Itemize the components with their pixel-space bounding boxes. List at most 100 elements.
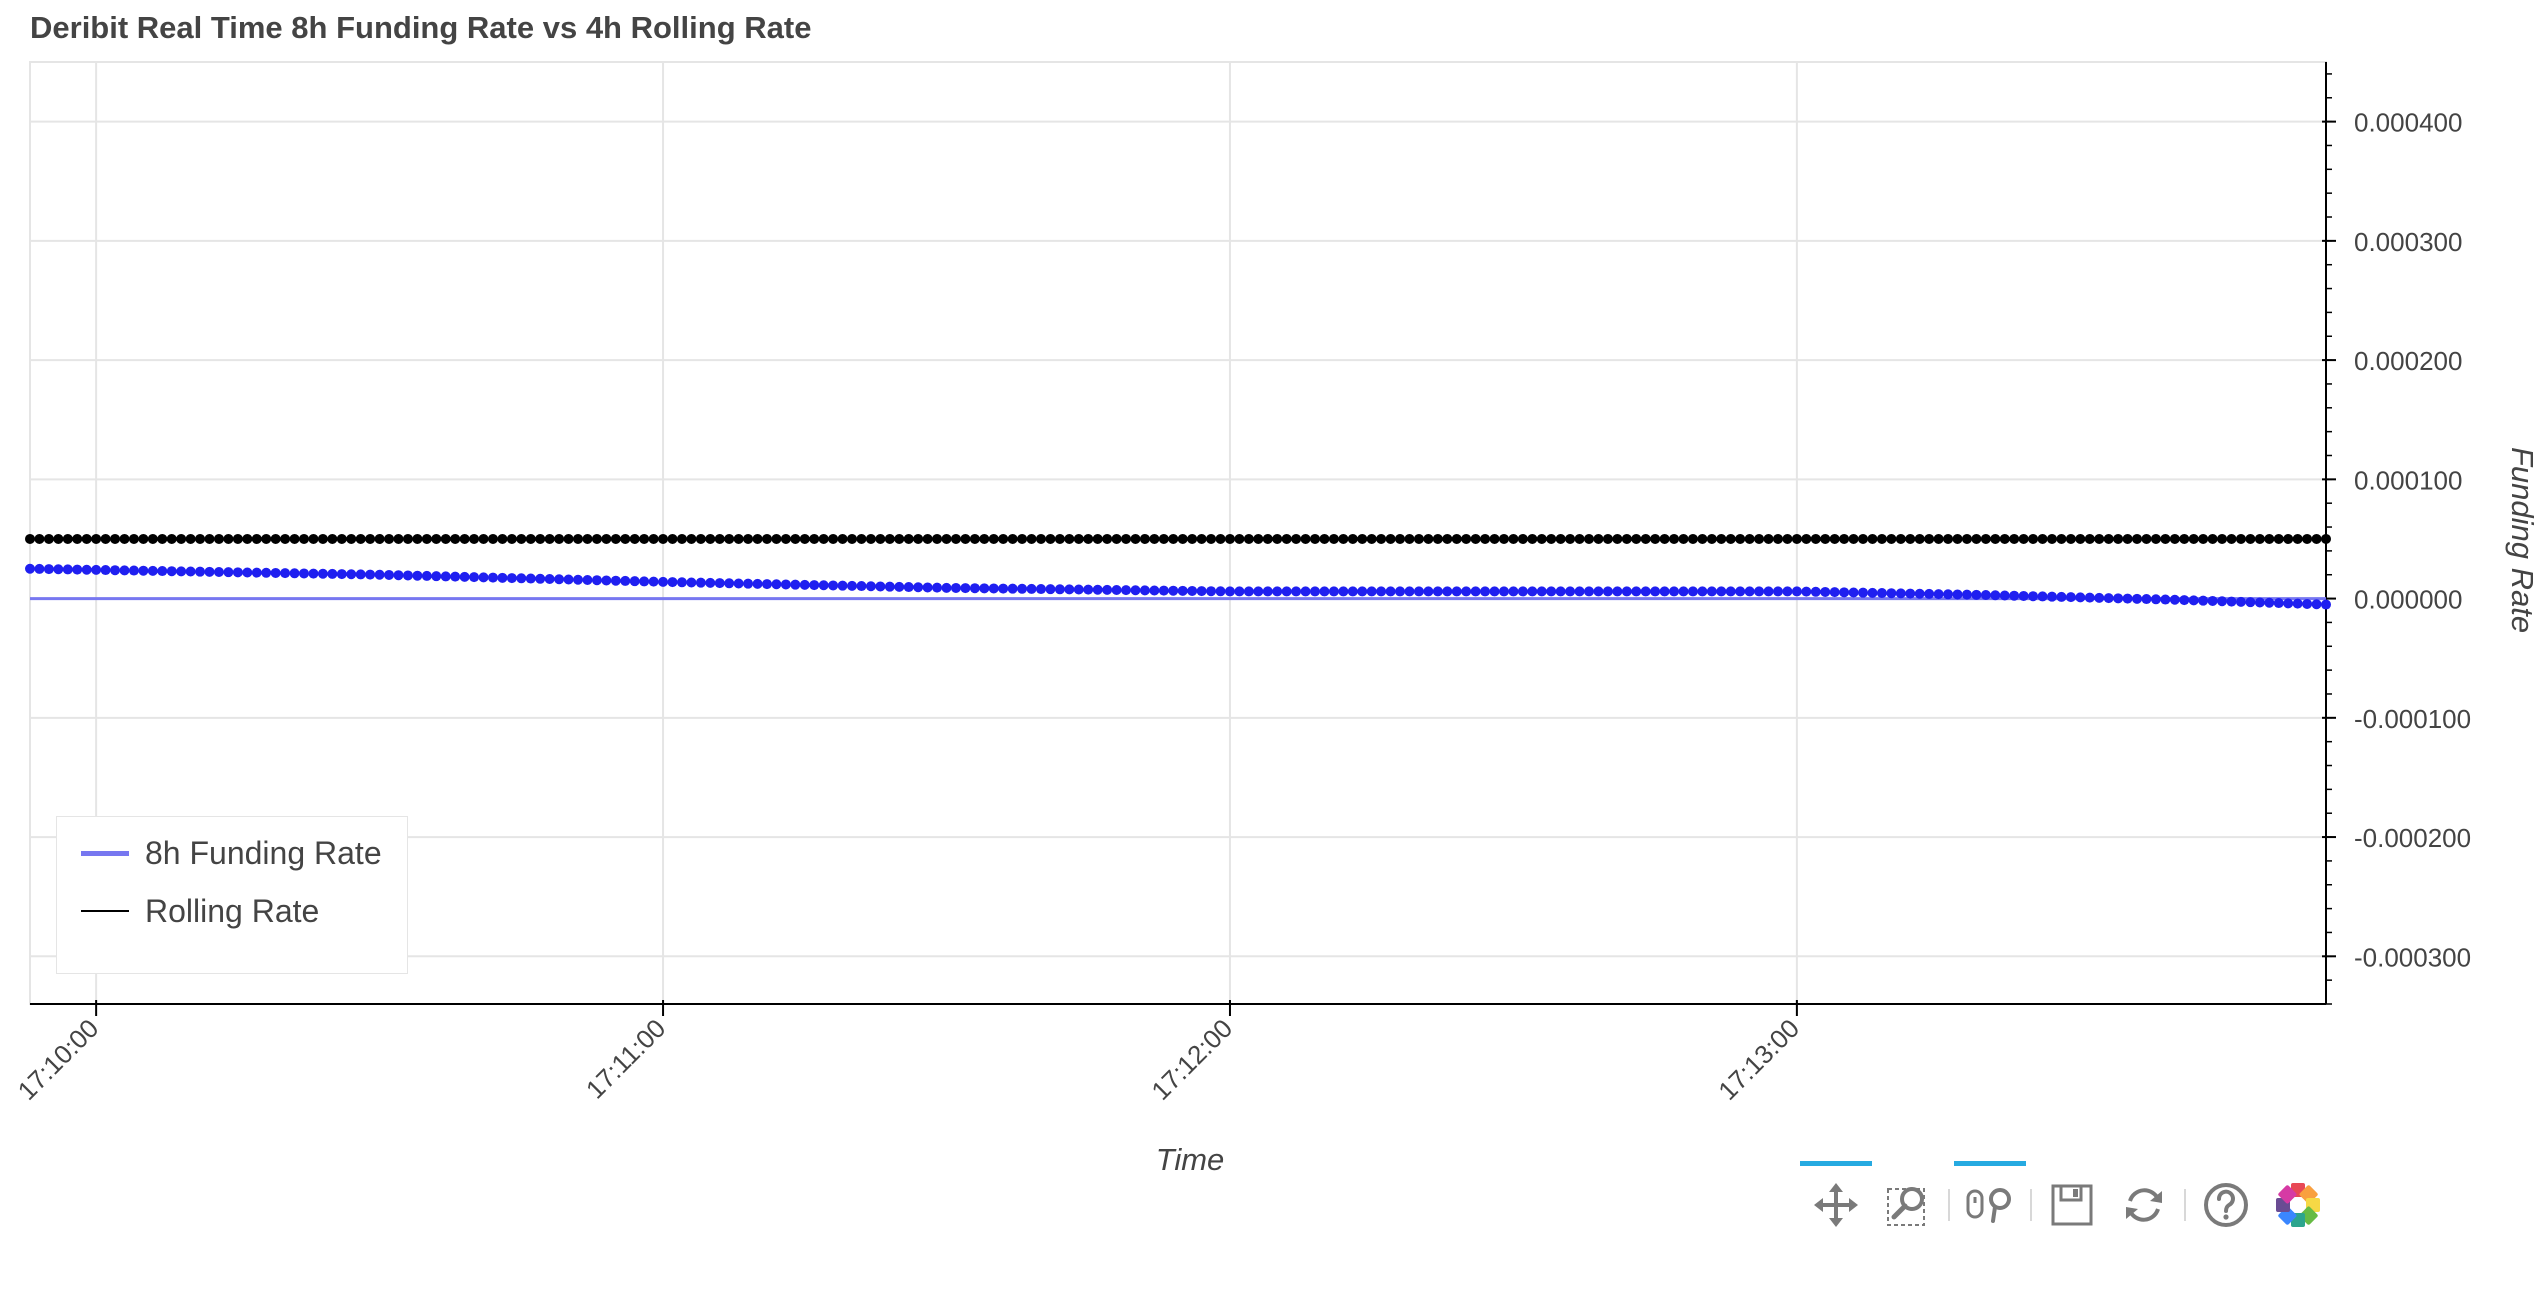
data-point [913,582,924,593]
data-point [875,581,886,592]
data-point [1876,588,1887,599]
data-point [1045,584,1056,595]
data-point [724,578,735,589]
data-point [1744,586,1755,597]
data-point [695,577,706,588]
data-point [2188,595,2199,606]
data-point [1196,533,1207,544]
data-point [941,582,952,593]
data-point [1347,586,1358,597]
data-point [1385,533,1396,544]
data-point [2037,533,2048,544]
data-point [1602,586,1613,597]
data-point [1224,586,1235,597]
data-point [2141,533,2152,544]
data-point [384,533,395,544]
data-point [1848,587,1859,598]
data-point [1498,586,1509,597]
data-point [34,563,45,574]
data-point [1451,586,1462,597]
data-point [1517,533,1528,544]
legend-item-rolling[interactable]: Rolling Rate [81,891,319,931]
data-point [544,574,555,585]
data-point [1168,533,1179,544]
data-point [1017,583,1028,594]
data-point [1215,586,1226,597]
data-point [185,533,196,544]
data-point [204,566,215,577]
data-point [686,533,697,544]
data-point [1772,533,1783,544]
data-point [1943,533,1954,544]
data-point [308,533,319,544]
data-point [1829,587,1840,598]
save-tool-button[interactable] [2036,1169,2108,1241]
data-point [2198,595,2209,606]
data-point [1584,586,1595,597]
data-point [1886,533,1897,544]
data-point [1357,533,1368,544]
data-point [1054,584,1065,595]
data-point [299,568,310,579]
help-tool-button[interactable] [2190,1169,2262,1241]
y-tick-label: 0.000100 [2354,465,2462,495]
data-point [2160,594,2171,605]
data-point [809,580,820,591]
data-point [1924,588,1935,599]
data-point [2141,594,2152,605]
data-point [119,533,130,544]
data-point [1593,586,1604,597]
data-point [166,533,177,544]
data-point [865,533,876,544]
reset-tool-button[interactable] [2108,1169,2180,1241]
data-point [1858,587,1869,598]
data-point [1291,586,1302,597]
data-point [894,533,905,544]
data-point [1801,586,1812,597]
data-point [1272,533,1283,544]
data-point [2254,533,2265,544]
data-point [431,533,442,544]
bokeh-logo-link[interactable] [2262,1169,2334,1241]
data-point [327,568,338,579]
data-point [261,567,272,578]
data-point [1224,533,1235,544]
data-point [1999,590,2010,601]
data-point [1243,533,1254,544]
data-point [620,575,631,586]
wheel-zoom-tool-button[interactable] [1954,1161,2026,1241]
data-point [280,533,291,544]
data-point [1801,533,1812,544]
data-point [270,567,281,578]
data-point [922,533,933,544]
data-point [1725,586,1736,597]
data-point [393,533,404,544]
data-point [2075,533,2086,544]
data-point [733,578,744,589]
data-point [1754,533,1765,544]
data-point [232,533,243,544]
data-point [1612,533,1623,544]
data-point [1914,533,1925,544]
data-point [771,579,782,590]
x-tick-label: 17:11:00 [580,1013,671,1104]
data-point [147,565,158,576]
data-point [2217,596,2228,607]
legend-item-funding[interactable]: 8h Funding Rate [81,833,382,873]
data-point [459,571,470,582]
data-point [336,569,347,580]
x-tick-label: 17:10:00 [12,1013,105,1106]
data-point [1574,586,1585,597]
box-zoom-tool-button[interactable] [1872,1169,1944,1241]
data-point [761,579,772,590]
pan-tool-button[interactable] [1800,1161,1872,1241]
data-point [667,533,678,544]
data-point [355,569,366,580]
data-point [1206,586,1217,597]
data-point [374,533,385,544]
data-point [1508,533,1519,544]
data-point [1914,588,1925,599]
data-point [1650,533,1661,544]
x-axis-label: Time [1156,1142,1225,1177]
